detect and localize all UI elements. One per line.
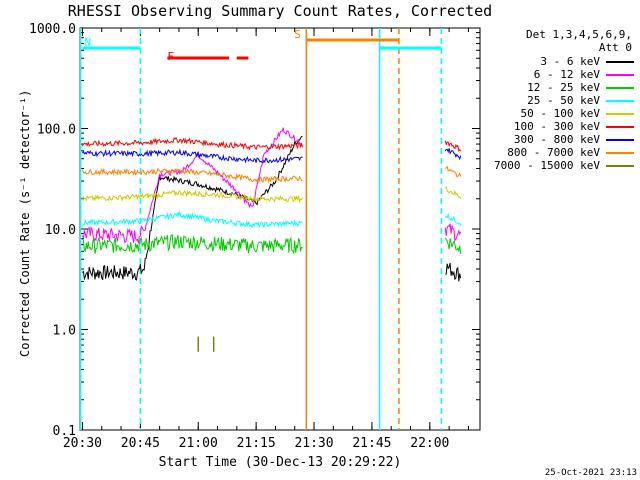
- legend-attenuator: Att 0: [598, 41, 632, 54]
- legend-label: 7000 - 15000 keV: [494, 159, 600, 172]
- y-tick-label: 1000.0: [29, 22, 76, 37]
- flag-label: F: [167, 50, 174, 63]
- y-axis-label: Corrected Count Rate (s⁻¹ detector⁻¹): [18, 89, 32, 357]
- flag-label: N: [84, 36, 91, 49]
- legend-item: 6 - 12 keV: [534, 68, 634, 81]
- series-line-segment: [444, 148, 462, 161]
- legend-label: 100 - 300 keV: [513, 120, 600, 133]
- series-line-segment: [444, 140, 462, 153]
- legend-swatch: [606, 86, 634, 89]
- x-tick-label: 20:30: [63, 436, 102, 451]
- legend-item: 12 - 25 keV: [527, 81, 634, 94]
- legend-swatch: [606, 164, 634, 167]
- series-line: [81, 167, 303, 184]
- x-axis-label: Start Time (30-Dec-13 20:29:22): [158, 455, 402, 470]
- legend-swatch: [606, 138, 634, 141]
- series-line: [82, 234, 303, 255]
- series-line-segment: [444, 237, 462, 254]
- x-tick-label: 21:30: [294, 436, 333, 451]
- y-tick-label: 0.1: [53, 424, 76, 439]
- chart-title: RHESSI Observing Summary Count Rates, Co…: [67, 2, 493, 20]
- series-line-segment: [445, 262, 462, 282]
- legend-swatch: [606, 151, 634, 154]
- legend-label: 50 - 100 keV: [520, 107, 600, 120]
- series-line-segment: [444, 185, 462, 199]
- legend-swatch: [606, 112, 634, 115]
- y-tick-label: 1.0: [53, 324, 76, 339]
- legend-item: 7000 - 15000 keV: [494, 159, 634, 172]
- x-tick-label: 20:45: [121, 436, 160, 451]
- series-line: [82, 136, 303, 281]
- x-tick-label: 21:15: [237, 436, 276, 451]
- x-tick-label: 21:45: [352, 436, 391, 451]
- legend-item: 3 - 6 keV: [540, 55, 634, 68]
- legend-label: 6 - 12 keV: [533, 68, 600, 81]
- legend-label: 25 - 50 keV: [527, 94, 600, 107]
- legend-item: 800 - 7000 keV: [507, 146, 634, 159]
- legend-swatch: [606, 73, 634, 76]
- series-line-segment: [444, 212, 462, 226]
- series-line-segment: [444, 223, 462, 243]
- legend-label: 3 - 6 keV: [540, 55, 600, 68]
- series-line: [81, 189, 303, 204]
- legend-swatch: [606, 60, 634, 63]
- legend-item: 25 - 50 keV: [527, 94, 634, 107]
- series-line: [82, 210, 303, 229]
- legend-label: 300 - 800 keV: [513, 133, 600, 146]
- legend-item: 300 - 800 keV: [514, 133, 634, 146]
- y-tick-label: 100.0: [37, 123, 76, 138]
- legend-item: 50 - 100 keV: [521, 107, 634, 120]
- legend-label: 800 - 7000 keV: [507, 146, 600, 159]
- y-tick-label: 10.0: [45, 223, 76, 238]
- legend-label: 12 - 25 keV: [527, 81, 600, 94]
- series-line: [81, 127, 303, 245]
- render-timestamp: 25-Oct-2021 23:13: [544, 468, 637, 478]
- legend-item: 100 - 300 keV: [514, 120, 634, 133]
- legend-detectors: Det 1,3,4,5,6,9,: [526, 28, 632, 41]
- x-tick-label: 21:00: [179, 436, 218, 451]
- legend-swatch: [606, 125, 634, 128]
- legend-swatch: [606, 99, 634, 102]
- series-line: [81, 148, 303, 164]
- series-line: [81, 136, 303, 151]
- series-line-segment: [444, 165, 462, 178]
- x-tick-label: 22:00: [410, 436, 449, 451]
- flag-label: S: [294, 28, 301, 41]
